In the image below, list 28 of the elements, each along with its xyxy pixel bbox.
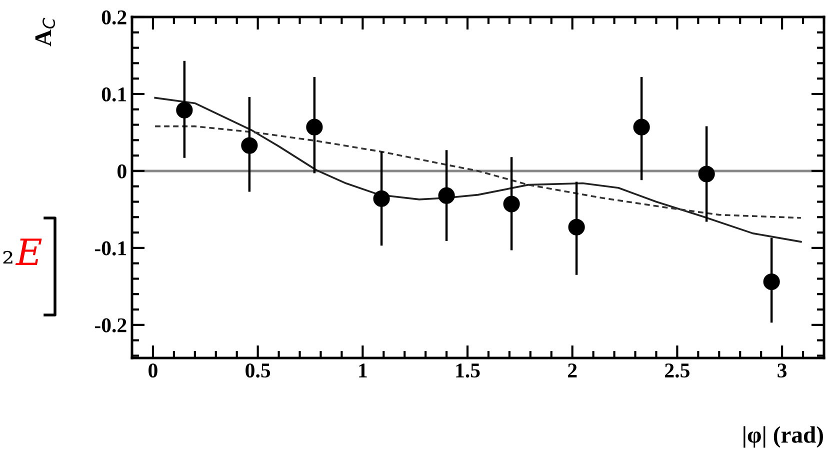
- point: [633, 118, 650, 136]
- x-tick-label: 2.5: [665, 364, 690, 378]
- x-tick-label: 2: [568, 364, 577, 378]
- x-tick-label: 0.5: [246, 363, 270, 378]
- line-series: [154, 125, 802, 219]
- text: E: [15, 238, 42, 265]
- x-tick-label: 0: [148, 363, 158, 378]
- y-tick-label: 0.1: [102, 87, 126, 102]
- point: [763, 273, 780, 290]
- point: [438, 187, 455, 204]
- y-tick-label: -0.1: [94, 241, 126, 256]
- point: [698, 166, 715, 182]
- text: ₂: [3, 250, 12, 264]
- x-tick-label: 1.5: [456, 364, 480, 378]
- y-tick-label: -0.2: [94, 318, 126, 332]
- point: [241, 137, 258, 154]
- y-tick-label: 0.2: [102, 10, 126, 25]
- point: [373, 190, 390, 207]
- point: [503, 196, 520, 212]
- x-tick-label: 3: [778, 364, 787, 378]
- x-tick-label: 1: [359, 364, 367, 378]
- point: [176, 102, 193, 118]
- y-axis-title: A$_{C}$: [35, 18, 56, 46]
- y-tick-label: 0: [118, 164, 126, 178]
- point: [568, 218, 585, 236]
- line-series: [154, 96, 802, 243]
- x-axis-title: |φ| (rad): [744, 426, 823, 448]
- point: [306, 118, 323, 136]
